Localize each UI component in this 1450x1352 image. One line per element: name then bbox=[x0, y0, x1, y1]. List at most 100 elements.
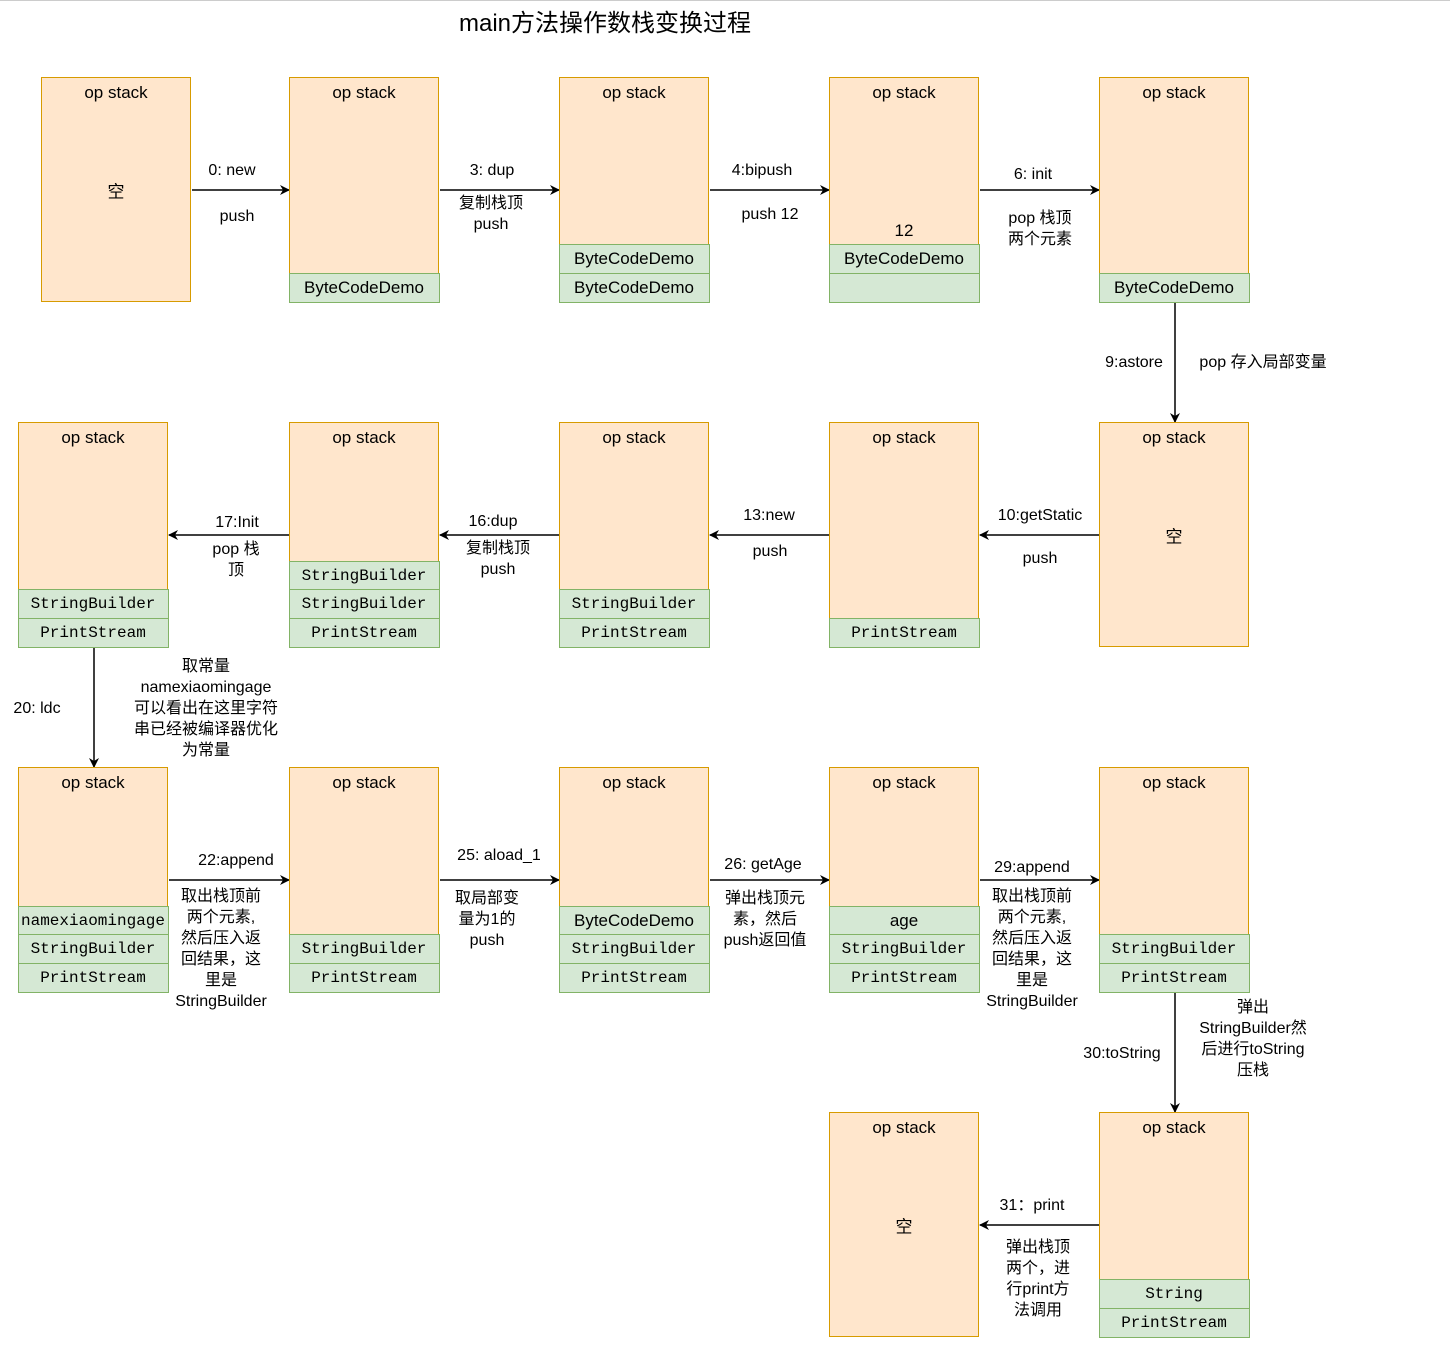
stack-cell: ByteCodeDemo bbox=[558, 244, 710, 274]
stack-cell: ByteCodeDemo bbox=[288, 272, 440, 303]
stack-cells: StringBuilder PrintStream bbox=[558, 589, 710, 648]
op-stack-s3: op stack ByteCodeDemo ByteCodeDemo bbox=[558, 77, 710, 303]
stack-cell: ByteCodeDemo bbox=[1098, 272, 1250, 303]
stack-cell: PrintStream bbox=[828, 617, 980, 648]
instruction-label: 13:new bbox=[743, 505, 795, 526]
instruction-label: 17:Init bbox=[215, 512, 259, 533]
instruction-description: push bbox=[1022, 548, 1058, 569]
stack-cell: StringBuilder bbox=[288, 560, 440, 591]
instruction-label: 20: ldc bbox=[13, 698, 61, 719]
stack-cell: age bbox=[828, 905, 980, 936]
stack-cell: PrintStream bbox=[288, 962, 440, 993]
instruction-description: 弹出栈顶元 素，然后 push返回值 bbox=[723, 888, 807, 951]
instruction-label: 4:bipush bbox=[731, 160, 793, 181]
instruction-label: 10:getStatic bbox=[997, 505, 1083, 526]
op-stack-s9: op stack StringBuilder StringBuilder PrintS… bbox=[288, 422, 440, 648]
instruction-description: pop 存入局部变量 bbox=[1199, 352, 1327, 373]
op-stack-header: op stack bbox=[1142, 428, 1206, 447]
stack-cell: PrintStream bbox=[558, 617, 710, 648]
op-stack-s7: op stack PrintStream bbox=[828, 422, 980, 648]
op-stack-s10: op stack StringBuilder PrintStream bbox=[17, 422, 169, 648]
stack-cells: String PrintStream bbox=[1098, 1279, 1250, 1338]
op-stack-header: op stack bbox=[872, 83, 936, 102]
op-stack-s2: op stack ByteCodeDemo bbox=[288, 77, 440, 303]
stack-cell: PrintStream bbox=[558, 962, 710, 993]
empty-stack-label: 空 bbox=[1165, 527, 1183, 546]
instruction-label: 22:append bbox=[198, 850, 274, 871]
stack-cell: PrintStream bbox=[828, 962, 980, 993]
instruction-label: 29:append bbox=[994, 857, 1070, 878]
op-stack-header: op stack bbox=[1142, 83, 1206, 102]
instruction-description: 取出栈顶前 两个元素, 然后压入返 回结果，这 里是 StringBuilder bbox=[175, 886, 267, 1012]
instruction-label: 31：print bbox=[999, 1195, 1065, 1216]
diagram-title: main方法操作数栈变换过程 bbox=[458, 10, 752, 37]
stack-cell: ByteCodeDemo bbox=[558, 905, 710, 936]
op-stack-s15: op stack StringBuilder PrintStream bbox=[1098, 767, 1250, 993]
instruction-label: 6: init bbox=[1013, 164, 1053, 185]
stack-cell: StringBuilder bbox=[558, 589, 710, 619]
op-stack-header: op stack bbox=[602, 428, 666, 447]
stack-cells: PrintStream bbox=[828, 617, 980, 648]
op-stack-s11: op stack namexiaomingage StringBuilder Prin… bbox=[17, 767, 169, 993]
instruction-description: 取局部变 量为1的 push bbox=[454, 888, 520, 951]
op-stack-s16: op stack String PrintStream bbox=[1098, 1112, 1250, 1338]
empty-stack-label: 空 bbox=[107, 182, 125, 201]
stack-cells: ByteCodeDemo ByteCodeDemo bbox=[558, 244, 710, 303]
instruction-description: 取出栈顶前 两个元素, 然后压入返 回结果，这 里是 StringBuilder bbox=[986, 886, 1078, 1012]
stack-cells: namexiaomingage StringBuilder PrintStream bbox=[17, 905, 169, 993]
instruction-label: 26: getAge bbox=[724, 854, 802, 875]
stack-cells: StringBuilder PrintStream bbox=[1098, 934, 1250, 993]
instruction-label: 16:dup bbox=[468, 511, 518, 532]
stack-cell: PrintStream bbox=[17, 962, 169, 993]
instruction-description: push bbox=[752, 541, 788, 562]
instruction-label: 25: aload_1 bbox=[457, 845, 541, 866]
instruction-description: 弹出 StringBuilder然 后进行toString 压栈 bbox=[1199, 997, 1307, 1081]
empty-stack-label: 空 bbox=[895, 1217, 913, 1236]
instruction-description: 取常量 namexiaomingage 可以看出在这里字符 串已经被编译器优化 … bbox=[133, 656, 279, 761]
stack-cell: 12 bbox=[894, 220, 914, 240]
stack-cell: StringBuilder bbox=[288, 934, 440, 964]
op-stack-s6: op stack 空 bbox=[1099, 422, 1249, 647]
instruction-description: 弹出栈顶 两个，进 行print方 法调用 bbox=[1005, 1237, 1071, 1321]
op-stack-header: op stack bbox=[332, 83, 396, 102]
instruction-description: pop 栈顶 两个元素 bbox=[1007, 208, 1073, 250]
op-stack-s1: op stack 空 bbox=[41, 77, 191, 302]
op-stack-header: op stack bbox=[1142, 1118, 1206, 1137]
instruction-label: 0: new bbox=[208, 160, 256, 181]
op-stack-header: op stack bbox=[61, 773, 125, 792]
stack-cell: StringBuilder bbox=[17, 934, 169, 964]
op-stack-header: op stack bbox=[332, 428, 396, 447]
stack-cells: ByteCodeDemo bbox=[1098, 272, 1250, 303]
op-stack-header: op stack bbox=[84, 83, 148, 102]
stack-cells: 12 ByteCodeDemo bbox=[828, 217, 980, 303]
instruction-label: 3: dup bbox=[469, 160, 515, 181]
op-stack-header: op stack bbox=[602, 773, 666, 792]
stack-cell: ByteCodeDemo bbox=[558, 272, 710, 303]
op-stack-header: op stack bbox=[1142, 773, 1206, 792]
op-stack-header: op stack bbox=[602, 83, 666, 102]
op-stack-s4: op stack 12 ByteCodeDemo bbox=[828, 77, 980, 303]
stack-cell: PrintStream bbox=[1098, 962, 1250, 993]
op-stack-header: op stack bbox=[872, 773, 936, 792]
op-stack-s5: op stack ByteCodeDemo bbox=[1098, 77, 1250, 303]
stack-cells: age StringBuilder PrintStream bbox=[828, 905, 980, 993]
stack-cells: ByteCodeDemo bbox=[288, 272, 440, 303]
stack-cell: PrintStream bbox=[17, 617, 169, 648]
stack-cells: StringBuilder PrintStream bbox=[288, 934, 440, 993]
op-stack-s13: op stack ByteCodeDemo StringBuilder PrintSt… bbox=[558, 767, 710, 993]
stack-cell: StringBuilder bbox=[828, 934, 980, 964]
instruction-description: push 12 bbox=[741, 204, 799, 225]
op-stack-header: op stack bbox=[61, 428, 125, 447]
instruction-description: 复制栈顶 push bbox=[458, 193, 524, 235]
stack-cell: String bbox=[1098, 1279, 1250, 1309]
stack-cell: PrintStream bbox=[1098, 1307, 1250, 1338]
stack-cells: ByteCodeDemo StringBuilder PrintStream bbox=[558, 905, 710, 993]
stack-cells: StringBuilder StringBuilder PrintStream bbox=[288, 560, 440, 648]
op-stack-header: op stack bbox=[872, 1118, 936, 1137]
op-stack-s8: op stack StringBuilder PrintStream bbox=[558, 422, 710, 648]
op-stack-s17: op stack 空 bbox=[829, 1112, 979, 1337]
stack-cell: StringBuilder bbox=[1098, 934, 1250, 964]
stack-cells: StringBuilder PrintStream bbox=[17, 589, 169, 648]
